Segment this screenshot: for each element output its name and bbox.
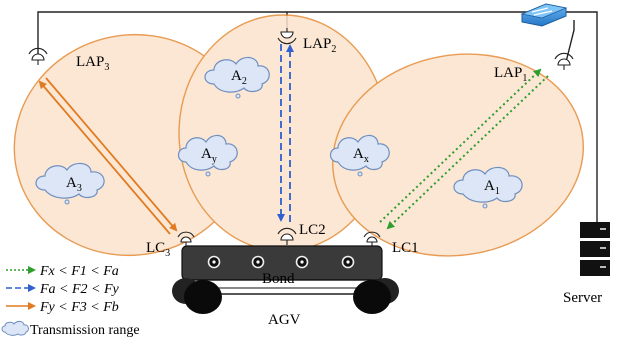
link-lap3-lc3 [38,77,178,235]
node-label-lap1: LAP1 [494,65,527,84]
bond-label: Bond [262,271,295,287]
legend-item-blue: Fa < F2 < Fy [6,282,120,297]
cloud-icon [329,134,390,177]
antenna-icon [28,47,48,65]
area-label-a2: A2 [231,68,247,87]
cloud-icon [453,166,523,209]
antenna-icon [277,227,297,245]
legend: Fx < F1 < Fa Fa < F2 < Fy Fy < F3 < Fb T… [1,264,140,338]
antenna-icon [363,231,381,246]
legend-range-label: Transmission range [30,323,140,338]
wheel-icon [172,278,222,314]
cloud-icon [35,162,105,205]
node-label-lap3: LAP3 [76,54,109,73]
svg-text:Fy < F3 < Fb: Fy < F3 < Fb [39,300,119,315]
area-label-a3: A3 [66,175,82,194]
area-label-a1: A1 [484,178,500,197]
legend-item-green: Fx < F1 < Fa [6,264,119,279]
legend-item-orange: Fy < F3 < Fb [6,300,119,315]
wire-lap3 [37,11,535,60]
area-clouds [35,56,523,209]
network-switch-icon [520,3,568,27]
wire-server [562,11,598,222]
agv-vehicle [172,245,399,314]
antenna-icon [177,231,195,246]
area-label-ay: Ay [201,146,217,165]
antenna-icon [277,28,297,45]
node-label-lc1: LC1 [392,240,419,256]
antenna-icon [554,52,574,70]
wheel-icon [353,278,399,314]
node-label-lc2: LC2 [299,222,326,238]
cloud-icon [177,134,238,177]
server-rack-icon [580,222,610,276]
server-label: Server [563,290,602,306]
transmission-ranges [13,14,584,257]
node-label-lap2: LAP2 [303,36,336,55]
link-lap2-lc2 [277,44,294,222]
cloud-icon [1,321,29,336]
wire-lap1 [565,20,575,63]
svg-text:Fa < F2 < Fy: Fa < F2 < Fy [39,282,120,297]
link-lap1-lc1 [379,68,549,230]
cloud-icon [204,56,270,99]
svg-text:Fx < F1 < Fa: Fx < F1 < Fa [39,264,119,279]
range-lap1 [332,53,584,257]
node-label-lc3: LC3 [146,240,170,259]
agv-label: AGV [268,312,301,328]
area-label-ax: Ax [353,146,369,165]
